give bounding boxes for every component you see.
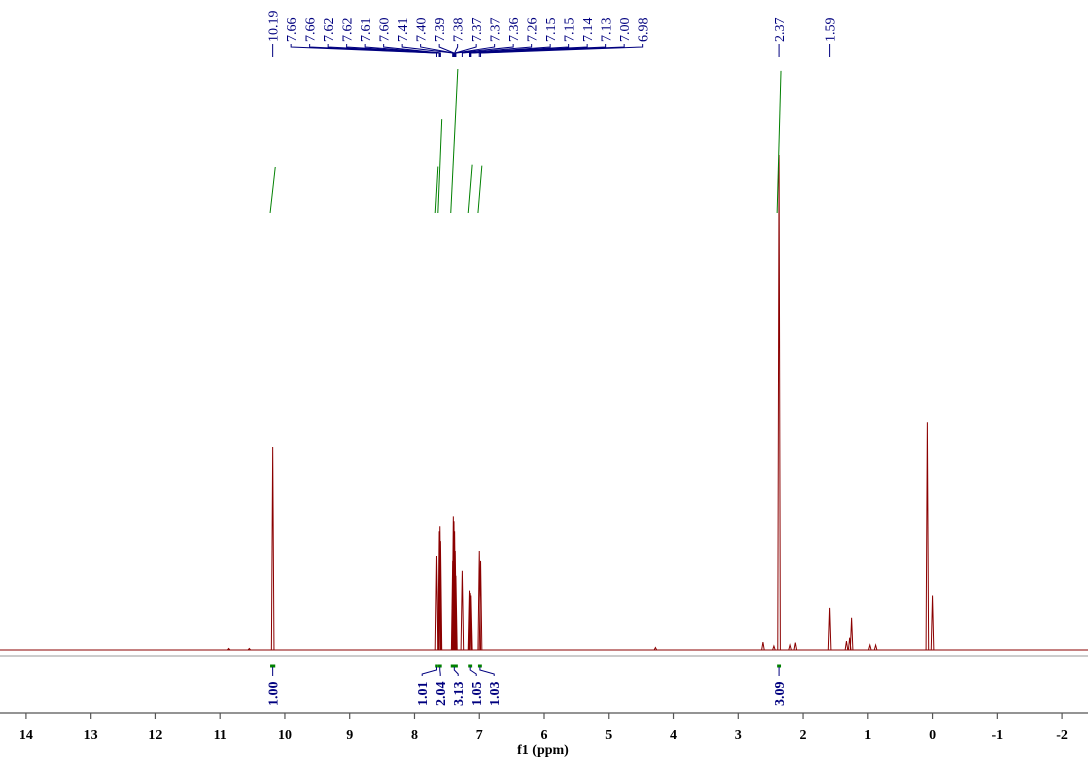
peak-label: 7.66 (285, 18, 300, 43)
x-tick-label: 14 (19, 728, 33, 743)
peak-label-connector (470, 44, 607, 57)
peak-label-connector (346, 44, 440, 57)
peak-label-connector (461, 44, 533, 57)
peak (849, 617, 854, 651)
peak-label-connector (420, 44, 454, 57)
peak (827, 607, 832, 651)
integral-curve (776, 70, 782, 214)
peak-label: 7.66 (304, 18, 319, 43)
peak-label-connector (401, 44, 454, 57)
peak (469, 595, 473, 651)
peak-label: 6.98 (637, 18, 652, 43)
integral-label: 1.00 (267, 682, 282, 707)
x-tick-label: 6 (541, 728, 548, 743)
peak-label: 7.37 (489, 18, 504, 43)
peak (460, 570, 465, 651)
peak-label: 7.62 (341, 18, 356, 43)
x-tick-label: 2 (800, 728, 807, 743)
x-tick-label: 0 (929, 728, 936, 743)
peak-label: 7.60 (378, 18, 393, 43)
peak-label: 7.62 (322, 18, 337, 43)
peak-label: 7.40 (415, 18, 430, 43)
peak (925, 422, 930, 651)
integral-curve (269, 166, 276, 214)
x-tick-label: 12 (148, 728, 162, 743)
x-tick-label: 5 (605, 728, 612, 743)
peak-label-connector (383, 44, 441, 57)
peak-label-connector (438, 44, 455, 57)
integral-connector (469, 667, 477, 676)
peak (437, 526, 442, 651)
peak-label: 7.61 (359, 18, 374, 43)
peak-label-connector (454, 44, 496, 57)
x-tick-label: 7 (476, 728, 483, 743)
peak-label: 10.19 (267, 11, 282, 43)
x-tick-label: 4 (670, 728, 677, 743)
peak-label: 7.39 (433, 18, 448, 43)
integral-label: 1.03 (488, 682, 503, 707)
peak-label-connector (309, 44, 437, 57)
peak (844, 641, 849, 651)
x-tick-label: 9 (346, 728, 353, 743)
x-axis-label: f1 (ppm) (517, 743, 569, 758)
peak-label: 7.26 (526, 18, 541, 43)
peak-label: 7.15 (544, 18, 559, 43)
x-tick-label: 8 (411, 728, 418, 743)
x-tick-label: 10 (278, 728, 292, 743)
integral-connector (421, 667, 437, 676)
peak (434, 555, 439, 651)
peak (772, 644, 776, 651)
peak-label-connector (455, 44, 514, 57)
peak-label: 7.15 (563, 18, 578, 43)
peak (793, 642, 798, 651)
peak-label: 7.37 (470, 18, 485, 43)
peak (454, 575, 458, 651)
integral-connector (453, 667, 459, 676)
x-tick-label: 13 (84, 728, 98, 743)
peak-label-connector (364, 44, 441, 57)
peak (930, 595, 935, 651)
integral-label: 2.04 (434, 682, 449, 707)
integral-curve (450, 68, 459, 214)
integral-curve (437, 119, 443, 214)
peak (761, 641, 765, 651)
peak-label: 1.59 (824, 18, 839, 43)
x-tick-label: 11 (214, 728, 227, 743)
peak (867, 643, 872, 651)
peak (788, 643, 792, 651)
x-tick-label: 3 (735, 728, 742, 743)
integral-label: 3.09 (773, 682, 788, 707)
peak (478, 560, 483, 651)
peak-label: 7.00 (618, 18, 633, 43)
integral-label: 1.05 (470, 682, 485, 707)
peak (653, 646, 658, 651)
peak-label: 7.14 (581, 18, 596, 43)
peak-label: 2.37 (773, 18, 788, 43)
peak-label-connector (480, 44, 644, 57)
peak-label: 7.13 (600, 18, 615, 43)
peak (247, 647, 252, 651)
peak-label-connector (454, 44, 459, 57)
peak (226, 647, 231, 651)
integral-curve (477, 165, 483, 214)
integral-curve (467, 164, 473, 214)
integral-connector (479, 667, 495, 676)
x-tick-label: -1 (991, 728, 1003, 743)
integral-label: 1.01 (416, 682, 431, 707)
peak (873, 643, 878, 651)
peak-label: 7.41 (396, 18, 411, 43)
x-tick-label: 1 (864, 728, 871, 743)
peak (453, 550, 458, 651)
peak (270, 447, 275, 651)
x-tick-label: -2 (1056, 728, 1068, 743)
peak (438, 541, 443, 651)
integral-label: 3.13 (452, 682, 467, 707)
peak (468, 593, 472, 651)
integral-curve (434, 166, 439, 214)
peak-label: 7.36 (507, 18, 522, 43)
peak-label: 7.38 (452, 18, 467, 43)
